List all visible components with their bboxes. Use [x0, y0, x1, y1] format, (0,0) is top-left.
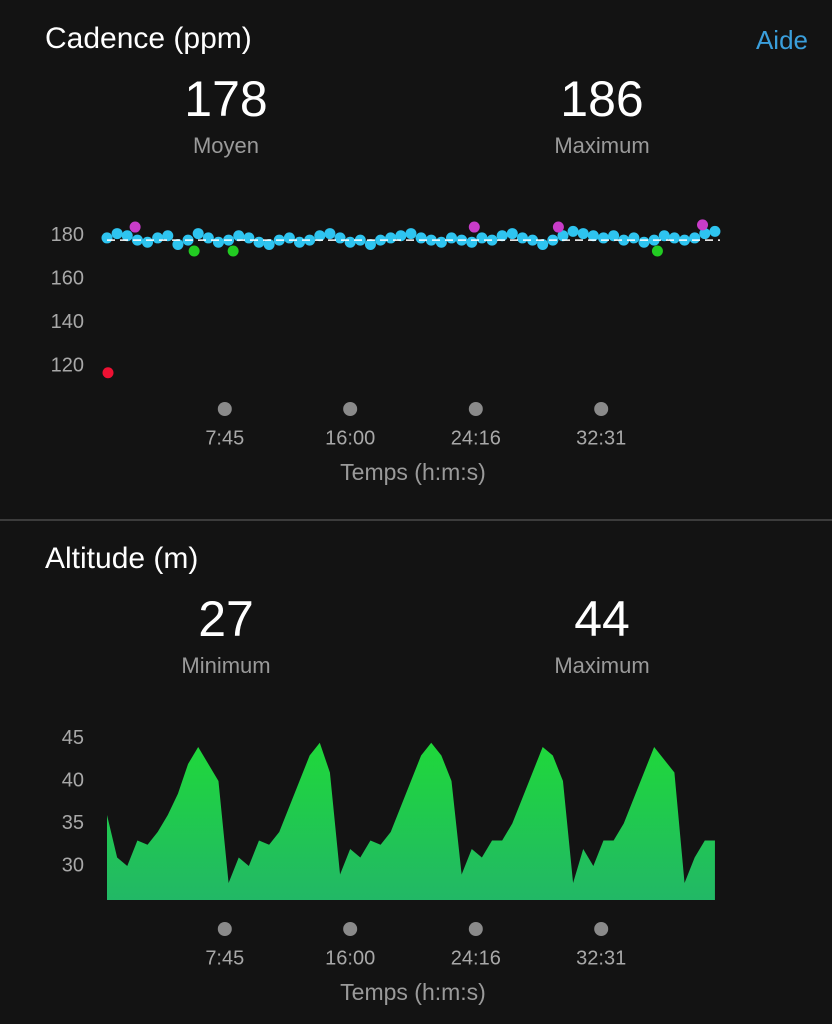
- cadence-point: [466, 236, 478, 248]
- cadence-point: [227, 245, 239, 257]
- stat-value: 44: [574, 591, 630, 647]
- cadence-point: [253, 236, 265, 248]
- cadence-point: [577, 228, 589, 240]
- cadence-point: [527, 234, 539, 246]
- x-tick-dot: [468, 922, 483, 936]
- cadence-point: [162, 230, 174, 242]
- x-tick-dot: [217, 922, 232, 936]
- cadence-point: [294, 236, 306, 248]
- cadence-point: [689, 232, 701, 244]
- cadence-point: [102, 367, 114, 379]
- cadence-point: [101, 232, 113, 244]
- y-tick-label: 40: [62, 769, 84, 791]
- cadence-point: [537, 238, 549, 250]
- cadence-point: [425, 234, 437, 246]
- cadence-point: [699, 228, 711, 240]
- cadence-point: [597, 232, 609, 244]
- cadence-point: [129, 221, 141, 233]
- cadence-point: [435, 236, 447, 248]
- x-tick-label: 16:00: [325, 427, 375, 449]
- chart-title: Cadence (ppm): [45, 22, 252, 55]
- cadence-point: [557, 230, 569, 242]
- x-tick-dot: [594, 922, 609, 936]
- cadence-point: [415, 232, 427, 244]
- cadence-point: [516, 232, 528, 244]
- cadence-point: [111, 228, 123, 240]
- x-tick-dot: [343, 402, 358, 416]
- cadence-point: [468, 221, 480, 233]
- cadence-point: [618, 234, 630, 246]
- cadence-point: [202, 232, 214, 244]
- cadence-point: [628, 232, 640, 244]
- x-tick-label: 24:16: [451, 947, 501, 969]
- cadence-point: [476, 232, 488, 244]
- cadence-point: [506, 228, 518, 240]
- chart-title: Altitude (m): [45, 542, 198, 575]
- cadence-point: [263, 238, 275, 250]
- x-tick-dot: [343, 922, 358, 936]
- x-tick-label: 32:31: [576, 947, 626, 969]
- y-tick-label: 140: [51, 311, 84, 333]
- x-tick-label: 32:31: [576, 427, 626, 449]
- cadence-point: [552, 221, 564, 233]
- x-tick-dot: [468, 402, 483, 416]
- x-tick-label: 24:16: [451, 427, 501, 449]
- cadence-point: [587, 230, 599, 242]
- cadence-point: [212, 236, 224, 248]
- cadence-point: [142, 236, 154, 248]
- y-tick-label: 35: [62, 812, 84, 834]
- y-tick-label: 120: [51, 355, 84, 377]
- cadence-point: [668, 232, 680, 244]
- x-axis-title: Temps (h:m:s): [340, 459, 486, 485]
- x-tick-label: 16:00: [325, 947, 375, 969]
- cadence-point: [697, 219, 709, 231]
- stat-label: Moyen: [193, 133, 259, 158]
- help-link[interactable]: Aide: [756, 25, 808, 55]
- x-tick-label: 7:45: [205, 947, 244, 969]
- y-tick-label: 30: [62, 854, 84, 876]
- cadence-point: [324, 228, 336, 240]
- cadence-point: [638, 236, 650, 248]
- cadence-point: [496, 230, 508, 242]
- y-tick-label: 160: [51, 268, 84, 290]
- x-tick-dot: [594, 402, 609, 416]
- cadence-point: [651, 245, 663, 257]
- stat-value: 186: [560, 71, 643, 127]
- cadence-point: [658, 230, 670, 242]
- cadence-point: [283, 232, 295, 244]
- stat-value: 178: [184, 71, 267, 127]
- cadence-point: [486, 234, 498, 246]
- stat-label: Minimum: [181, 653, 270, 678]
- y-tick-label: 180: [51, 224, 84, 246]
- cadence-point: [567, 225, 579, 237]
- cadence-point: [385, 232, 397, 244]
- stat-label: Maximum: [554, 133, 649, 158]
- x-axis-title: Temps (h:m:s): [340, 979, 486, 1005]
- cadence-point: [405, 228, 417, 240]
- cadence-point: [314, 230, 326, 242]
- cadence-point: [188, 245, 200, 257]
- cadence-point: [445, 232, 457, 244]
- cadence-point: [192, 228, 204, 240]
- x-tick-label: 7:45: [205, 427, 244, 449]
- cadence-point: [334, 232, 346, 244]
- cadence-point: [395, 230, 407, 242]
- cadence-point: [233, 230, 245, 242]
- y-tick-label: 45: [62, 727, 84, 749]
- altitude-area: [107, 742, 715, 900]
- x-tick-dot: [217, 402, 232, 416]
- stat-label: Maximum: [554, 653, 649, 678]
- cadence-point: [172, 238, 184, 250]
- cadence-point: [608, 230, 620, 242]
- cadence-point: [243, 232, 255, 244]
- cadence-point: [121, 230, 133, 242]
- cadence-point: [152, 232, 164, 244]
- cadence-point: [364, 238, 376, 250]
- cadence-point: [344, 236, 356, 248]
- stat-value: 27: [198, 591, 254, 647]
- cadence-point: [709, 225, 721, 237]
